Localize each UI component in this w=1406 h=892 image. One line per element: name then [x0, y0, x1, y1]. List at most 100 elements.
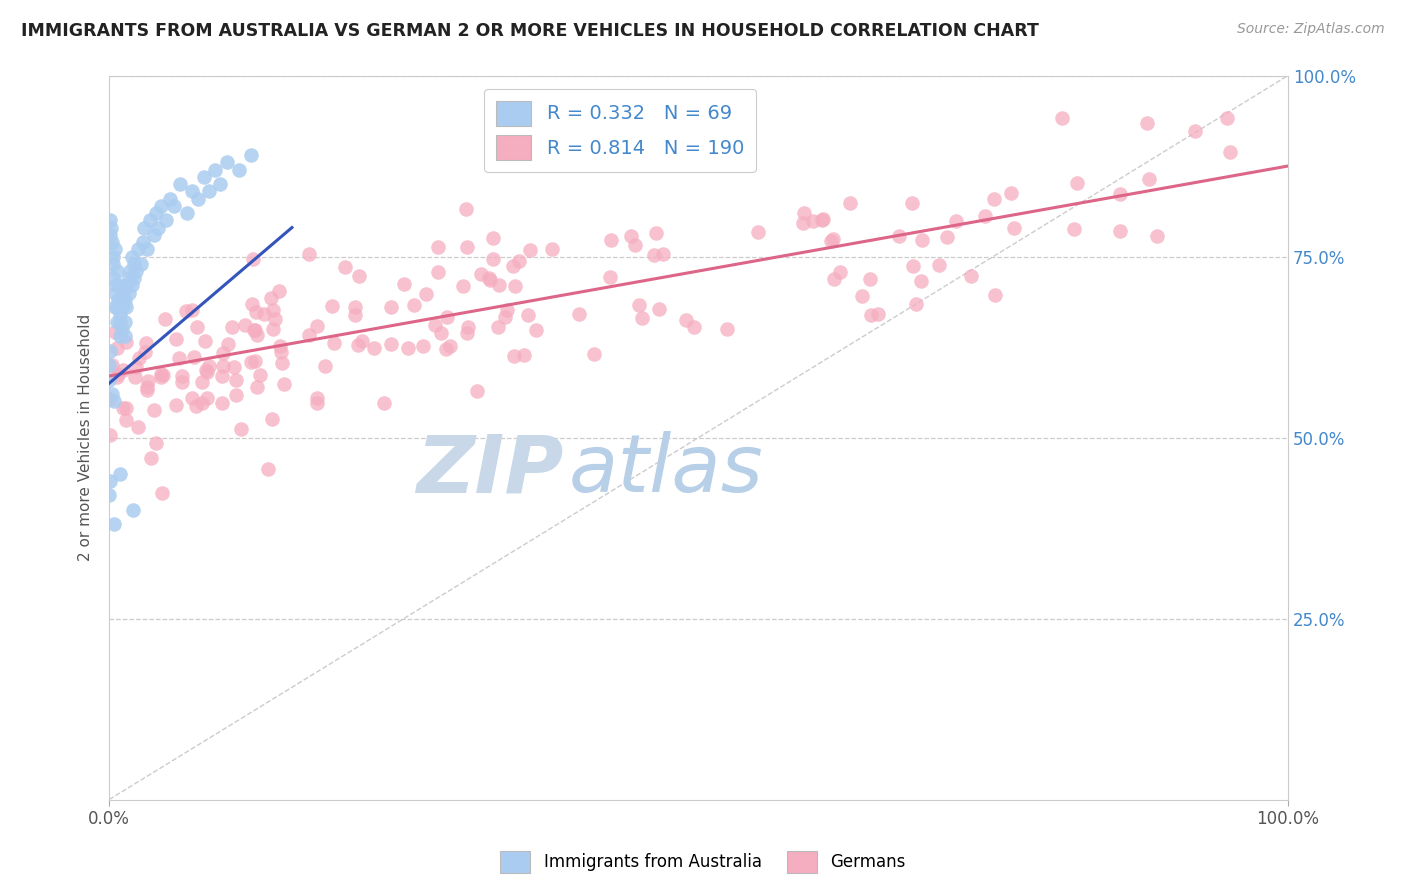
Point: [135, 380, 157, 394]
Point: [620, 229, 643, 244]
Point: [111, 322, 134, 336]
Point: [478, 270, 501, 285]
Point: [100, 387, 122, 401]
Point: [347, 337, 370, 351]
Point: [380, 300, 402, 314]
Point: [240, 296, 263, 310]
Point: [868, 307, 890, 321]
Point: [470, 267, 492, 281]
Point: [138, 375, 160, 389]
Point: [454, 202, 477, 216]
Point: [184, 400, 207, 414]
Point: [118, 264, 141, 278]
Point: [935, 230, 957, 244]
Point: [134, 220, 156, 235]
Point: [425, 318, 447, 333]
Point: [165, 332, 187, 346]
Point: [1216, 111, 1239, 125]
Point: [519, 243, 541, 257]
Point: [180, 392, 202, 406]
Point: [105, 369, 128, 384]
Point: [174, 304, 197, 318]
Point: [1002, 221, 1025, 235]
Point: [150, 199, 173, 213]
Point: [121, 503, 143, 517]
Point: [135, 336, 157, 351]
Point: [495, 310, 517, 324]
Point: [496, 302, 519, 317]
Point: [135, 384, 157, 398]
Point: [143, 227, 166, 242]
Point: [457, 319, 479, 334]
Point: [136, 242, 159, 256]
Point: [792, 217, 814, 231]
Point: [1050, 111, 1073, 125]
Point: [517, 308, 540, 322]
Point: [263, 303, 285, 318]
Point: [682, 320, 704, 334]
Point: [253, 307, 276, 321]
Point: [176, 206, 198, 220]
Point: [170, 375, 193, 389]
Point: [269, 339, 291, 353]
Point: [186, 320, 208, 334]
Point: [195, 365, 218, 379]
Point: [159, 192, 181, 206]
Point: [112, 362, 135, 376]
Point: [132, 235, 155, 249]
Legend: Immigrants from Australia, Germans: Immigrants from Australia, Germans: [494, 845, 912, 880]
Text: ZIP: ZIP: [416, 431, 562, 509]
Point: [211, 368, 233, 383]
Point: [127, 419, 149, 434]
Point: [1136, 116, 1159, 130]
Point: [125, 359, 148, 374]
Point: [928, 258, 950, 272]
Point: [98, 343, 121, 358]
Point: [245, 305, 267, 319]
Point: [1109, 223, 1132, 237]
Point: [211, 395, 233, 409]
Point: [465, 384, 488, 398]
Point: [231, 422, 253, 436]
Point: [108, 315, 131, 329]
Point: [901, 259, 924, 273]
Point: [108, 329, 131, 343]
Point: [627, 298, 650, 312]
Point: [508, 254, 530, 268]
Point: [198, 185, 221, 199]
Point: [222, 360, 245, 375]
Point: [644, 226, 666, 240]
Point: [146, 220, 169, 235]
Point: [823, 272, 845, 286]
Point: [270, 356, 292, 370]
Point: [100, 220, 122, 235]
Point: [314, 359, 336, 373]
Point: [257, 462, 280, 476]
Point: [245, 323, 267, 337]
Point: [298, 328, 321, 343]
Point: [373, 395, 395, 409]
Point: [901, 196, 924, 211]
Legend: R = 0.332   N = 69, R = 0.814   N = 190: R = 0.332 N = 69, R = 0.814 N = 190: [485, 89, 755, 172]
Point: [910, 274, 932, 288]
Point: [100, 213, 122, 227]
Point: [675, 313, 697, 327]
Point: [983, 192, 1005, 206]
Point: [183, 351, 205, 365]
Point: [427, 265, 450, 279]
Point: [260, 412, 283, 426]
Point: [486, 320, 509, 334]
Point: [716, 322, 738, 336]
Point: [820, 234, 842, 248]
Point: [264, 311, 287, 326]
Point: [150, 370, 173, 384]
Point: [1219, 145, 1241, 159]
Point: [169, 177, 191, 191]
Point: [228, 162, 250, 177]
Point: [225, 388, 247, 402]
Point: [430, 326, 453, 340]
Point: [859, 308, 882, 322]
Point: [1146, 229, 1168, 244]
Point: [114, 293, 136, 307]
Point: [451, 278, 474, 293]
